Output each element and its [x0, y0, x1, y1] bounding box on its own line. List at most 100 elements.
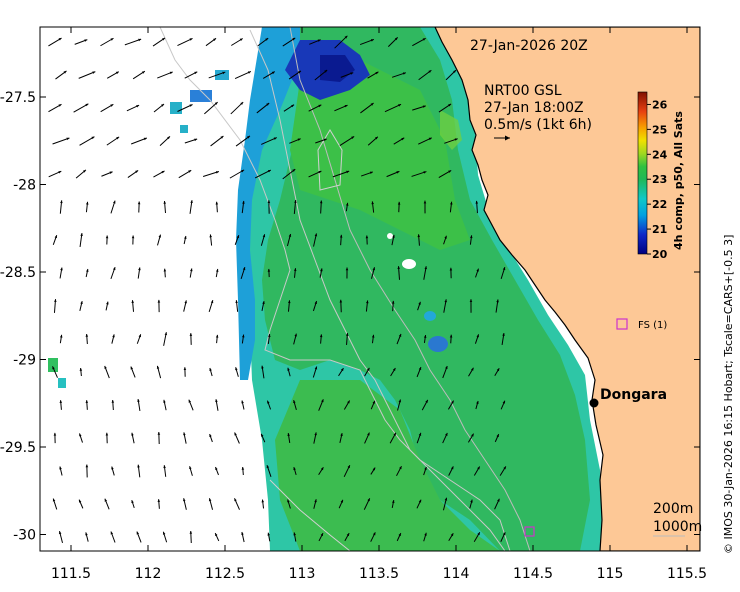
- y-tick-label: -28: [13, 178, 36, 194]
- current-vector-head: [323, 138, 327, 142]
- current-vector-head: [496, 434, 499, 438]
- current-vector-head: [424, 466, 427, 470]
- current-vector-head: [339, 299, 343, 303]
- current-vector-head: [138, 38, 142, 42]
- current-vector: [261, 137, 277, 145]
- y-tick-label: -27.5: [0, 90, 36, 106]
- current-vector: [229, 169, 245, 179]
- current-vector: [230, 101, 244, 115]
- colorbar-tick-label: 22: [652, 198, 667, 211]
- current-vector-head: [374, 136, 378, 140]
- current-vector-head: [424, 532, 427, 536]
- current-vector-head: [271, 71, 275, 75]
- current-vector-head: [346, 533, 350, 537]
- current-vector-head: [319, 200, 323, 204]
- current-vector-head: [497, 498, 500, 502]
- current-vector-head: [215, 533, 218, 537]
- current-vector-head: [267, 200, 271, 203]
- current-vector-head: [444, 235, 447, 239]
- current-vector-head: [112, 334, 115, 338]
- current-vector-head: [450, 533, 454, 537]
- x-axis: 111.5 112 112.5 113 113.5 114 114.5 115 115.5: [51, 27, 707, 582]
- current-vector-head: [85, 201, 89, 205]
- current-vector-head: [391, 300, 395, 304]
- current-vector-head: [397, 201, 401, 205]
- current-vector-head: [318, 170, 322, 174]
- current-vector-head: [58, 531, 62, 535]
- current-vector-head: [157, 299, 161, 303]
- fs-marker: [616, 318, 628, 330]
- current-vector-head: [141, 71, 145, 74]
- current-vector-head: [184, 300, 187, 304]
- current-vector-head: [131, 300, 135, 303]
- current-vector-head: [58, 171, 62, 174]
- current-vector-head: [453, 70, 456, 73]
- current-vector-head: [60, 200, 63, 204]
- current-vector-head: [448, 103, 452, 107]
- depth-legend-200m: 200m: [653, 501, 693, 517]
- current-vector-head: [267, 170, 271, 173]
- colorbar-tick-label: 24: [652, 148, 668, 161]
- sst-speck: [190, 90, 212, 102]
- current-vector-head: [291, 104, 295, 108]
- contour-1000m: [249, 29, 506, 551]
- current-vector-head: [267, 334, 271, 337]
- current-vector-head: [293, 532, 296, 536]
- current-vector-head: [111, 466, 114, 470]
- current-vector-head: [366, 367, 370, 371]
- current-vector-head: [247, 135, 250, 139]
- current-vector-head: [222, 71, 226, 75]
- current-vector: [177, 37, 193, 47]
- y-tick-label: -29: [13, 353, 36, 369]
- current-vector-head: [183, 432, 186, 436]
- current-vector-head: [131, 500, 134, 504]
- current-vector-head: [189, 466, 192, 470]
- current-vector-head: [502, 333, 505, 336]
- current-vector: [334, 35, 348, 49]
- current-vector-head: [241, 400, 244, 404]
- y-tick-label: -30: [13, 528, 36, 544]
- current-vector-head: [345, 202, 349, 206]
- current-vector-head: [422, 105, 426, 108]
- current-vector-head: [372, 400, 375, 404]
- current-vector-head: [292, 37, 296, 41]
- current-vector-head: [189, 333, 193, 336]
- current-vector-head: [215, 171, 219, 174]
- current-vector: [235, 135, 251, 147]
- current-vector-head: [496, 299, 499, 303]
- current-vector-head: [52, 498, 56, 502]
- current-vector-head: [111, 399, 115, 403]
- current-vector-head: [351, 136, 355, 139]
- current-vector-head: [184, 236, 187, 239]
- current-vector-head: [345, 267, 349, 271]
- current-vector-head: [444, 299, 448, 303]
- current-vector-head: [215, 268, 219, 272]
- current-vector-head: [91, 136, 95, 140]
- x-tick-label: 114.5: [513, 566, 553, 582]
- current-vector-head: [314, 499, 317, 503]
- contour-ridge: [317, 129, 343, 191]
- current-vector-head: [444, 497, 448, 501]
- current-vector-head: [314, 233, 318, 237]
- current-vector-head: [85, 400, 89, 403]
- current-vector-head: [266, 465, 270, 469]
- current-vector-head: [215, 201, 219, 205]
- current-vector: [234, 71, 252, 79]
- colorbar-ticks: 20 21 22 23 24 25 26: [647, 98, 668, 261]
- current-vector-head: [138, 334, 142, 338]
- current-vector-head: [324, 69, 328, 73]
- sst-speck: [180, 125, 188, 133]
- current-vector-head: [347, 400, 350, 404]
- credit-text: © IMOS 30-Jan-2026 16:15 Hobart; Tscale=…: [722, 234, 735, 554]
- land-mass: [434, 27, 700, 551]
- current-vector: [52, 137, 70, 145]
- current-vector-head: [241, 532, 244, 535]
- current-vector-head: [470, 499, 473, 503]
- current-vector-head: [262, 234, 266, 238]
- depth-legend-1000m: 1000m: [653, 519, 702, 535]
- current-vector-head: [450, 466, 454, 470]
- colorbar-tick-label: 20: [652, 248, 668, 261]
- sst-cool-spot: [428, 336, 448, 352]
- current-vector-head: [157, 499, 161, 503]
- current-vector-head: [292, 169, 296, 172]
